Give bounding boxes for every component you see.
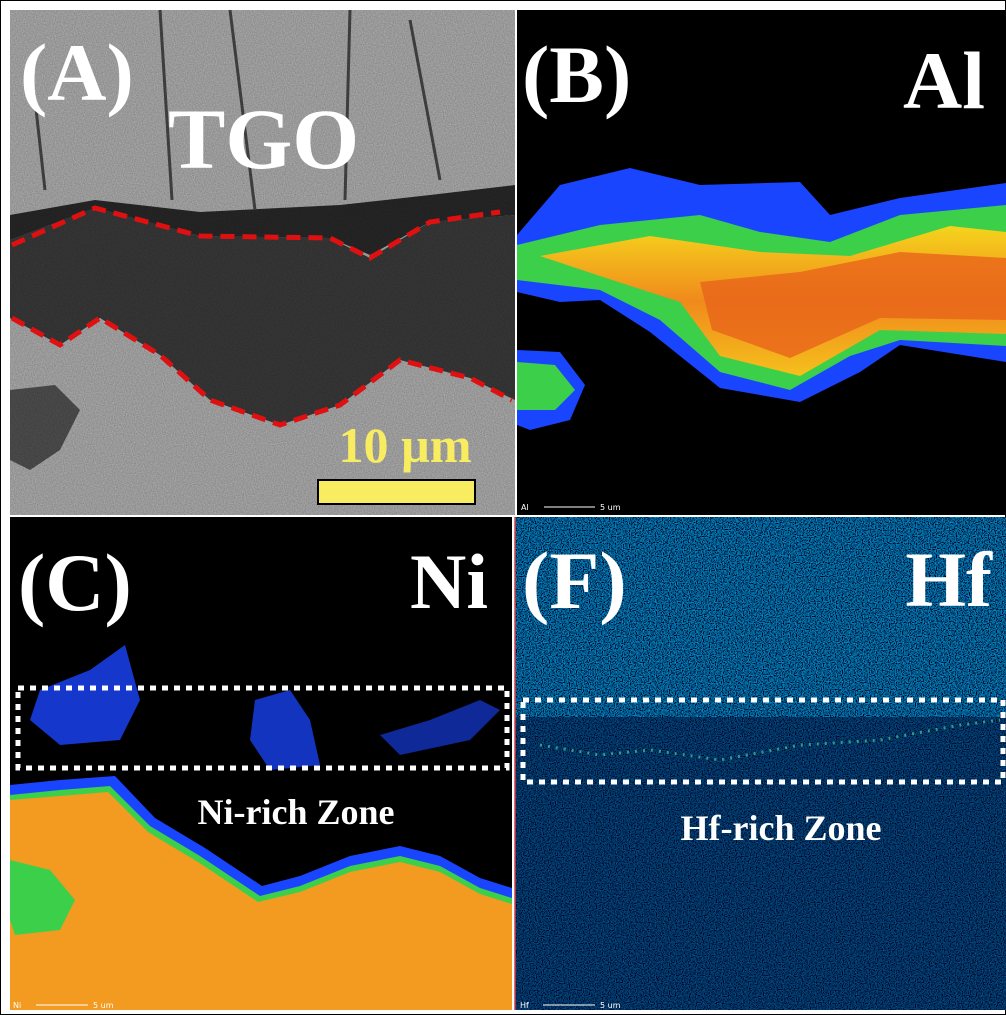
panel-label: (C) — [18, 537, 132, 628]
map-scale: 5 um — [600, 503, 621, 512]
zone-label: Hf-rich Zone — [681, 808, 882, 848]
map-element: Hf — [520, 1001, 529, 1010]
figure: (A) TGO 10 µm (B) Al Al 5 um (C) Ni Ni-r… — [0, 0, 1006, 1015]
panel-label: (A) — [20, 27, 134, 118]
scale-bar — [318, 480, 475, 504]
panel-f: (F) Hf Hf-rich Zone Hf 5 um — [515, 517, 1006, 1010]
map-scale: 5 um — [600, 1001, 621, 1010]
panel-c: (C) Ni Ni-rich Zone Ni 5 um — [10, 517, 512, 1010]
panel-b: (B) Al Al 5 um — [517, 10, 1006, 515]
element-label: Al — [903, 35, 985, 126]
map-scale: 5 um — [93, 1001, 114, 1010]
panel-label: (B) — [522, 29, 631, 120]
panel-title: TGO — [168, 91, 359, 187]
scale-bar-label: 10 µm — [339, 417, 472, 473]
zone-label: Ni-rich Zone — [198, 792, 395, 832]
page: {"panels": [ {"label": "(A)", "title": "… — [0, 0, 1006, 1015]
panel-label: (F) — [522, 535, 627, 626]
panel-a: (A) TGO 10 µm — [10, 10, 515, 515]
hf-speckle-bottom — [515, 717, 1006, 1010]
map-element: Ni — [13, 1001, 21, 1010]
element-label: Ni — [410, 538, 488, 625]
element-label: Hf — [905, 536, 993, 623]
map-element: Al — [521, 503, 529, 512]
